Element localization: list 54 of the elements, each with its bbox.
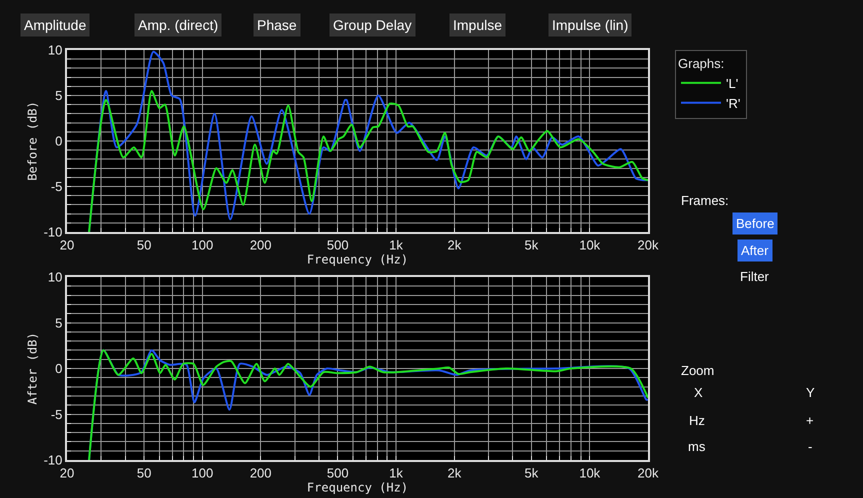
text: Amp. (direct) bbox=[138, 17, 218, 33]
x-tick-label: 200 bbox=[250, 466, 272, 481]
x-tick-label: 200 bbox=[250, 238, 272, 253]
y-tick-label: 0 bbox=[55, 361, 62, 376]
y-axis-title: After (dB) bbox=[25, 332, 40, 405]
y-tick-label: 5 bbox=[55, 88, 62, 104]
x-tick-label: 1k bbox=[389, 466, 404, 481]
x-tick-label: 50 bbox=[136, 238, 152, 253]
y-tick-label: 0 bbox=[55, 134, 62, 149]
text: Impulse (lin) bbox=[552, 17, 628, 33]
x-tick-label: 20k bbox=[638, 466, 659, 481]
text: Zoom bbox=[681, 363, 714, 378]
x-tick-label: 20 bbox=[60, 238, 74, 253]
x-tick-label: 2k bbox=[447, 466, 462, 481]
y-tick-label: -10 bbox=[44, 452, 62, 468]
legend-label: 'R' bbox=[726, 96, 740, 111]
y-axis-title: Before (dB) bbox=[25, 101, 40, 181]
text: Frames: bbox=[681, 193, 729, 208]
text: Group Delay bbox=[333, 17, 412, 33]
text: + bbox=[806, 413, 814, 428]
text: - bbox=[808, 439, 812, 454]
x-tick-label: 2k bbox=[447, 238, 462, 253]
y-tick-label: -5 bbox=[50, 179, 62, 194]
text: Filter bbox=[740, 269, 770, 284]
x-tick-label: 10k bbox=[579, 466, 601, 481]
text: Amplitude bbox=[24, 17, 86, 33]
y-tick-label: -10 bbox=[44, 224, 62, 240]
text: After bbox=[741, 243, 770, 258]
text: Y bbox=[806, 385, 815, 400]
text: X bbox=[694, 385, 703, 400]
x-tick-label: 5k bbox=[524, 238, 539, 253]
x-tick-label: 500 bbox=[326, 238, 349, 253]
text: Hz bbox=[689, 413, 705, 428]
y-tick-label: 10 bbox=[48, 42, 62, 58]
x-tick-label: 5k bbox=[524, 466, 539, 481]
y-tick-label: 5 bbox=[55, 315, 62, 330]
text: Phase bbox=[257, 17, 297, 33]
legend-title: Graphs: bbox=[678, 56, 724, 71]
x-axis-title: Frequency (Hz) bbox=[306, 252, 408, 267]
y-tick-label: -5 bbox=[50, 406, 62, 422]
x-tick-label: 10k bbox=[579, 238, 601, 253]
text: ms bbox=[688, 439, 706, 454]
x-tick-label: 500 bbox=[326, 466, 349, 481]
x-tick-label: 1k bbox=[389, 238, 404, 253]
x-tick-label: 100 bbox=[192, 238, 214, 253]
x-tick-label: 20 bbox=[60, 466, 74, 481]
x-tick-label: 20k bbox=[638, 238, 659, 253]
x-axis-title: Frequency (Hz) bbox=[306, 480, 408, 495]
text: Impulse bbox=[453, 17, 502, 33]
legend-label: 'L' bbox=[726, 76, 738, 91]
y-tick-label: 10 bbox=[48, 270, 62, 285]
text: Before bbox=[736, 216, 774, 231]
x-tick-label: 100 bbox=[192, 466, 214, 481]
x-tick-label: 50 bbox=[136, 466, 152, 481]
